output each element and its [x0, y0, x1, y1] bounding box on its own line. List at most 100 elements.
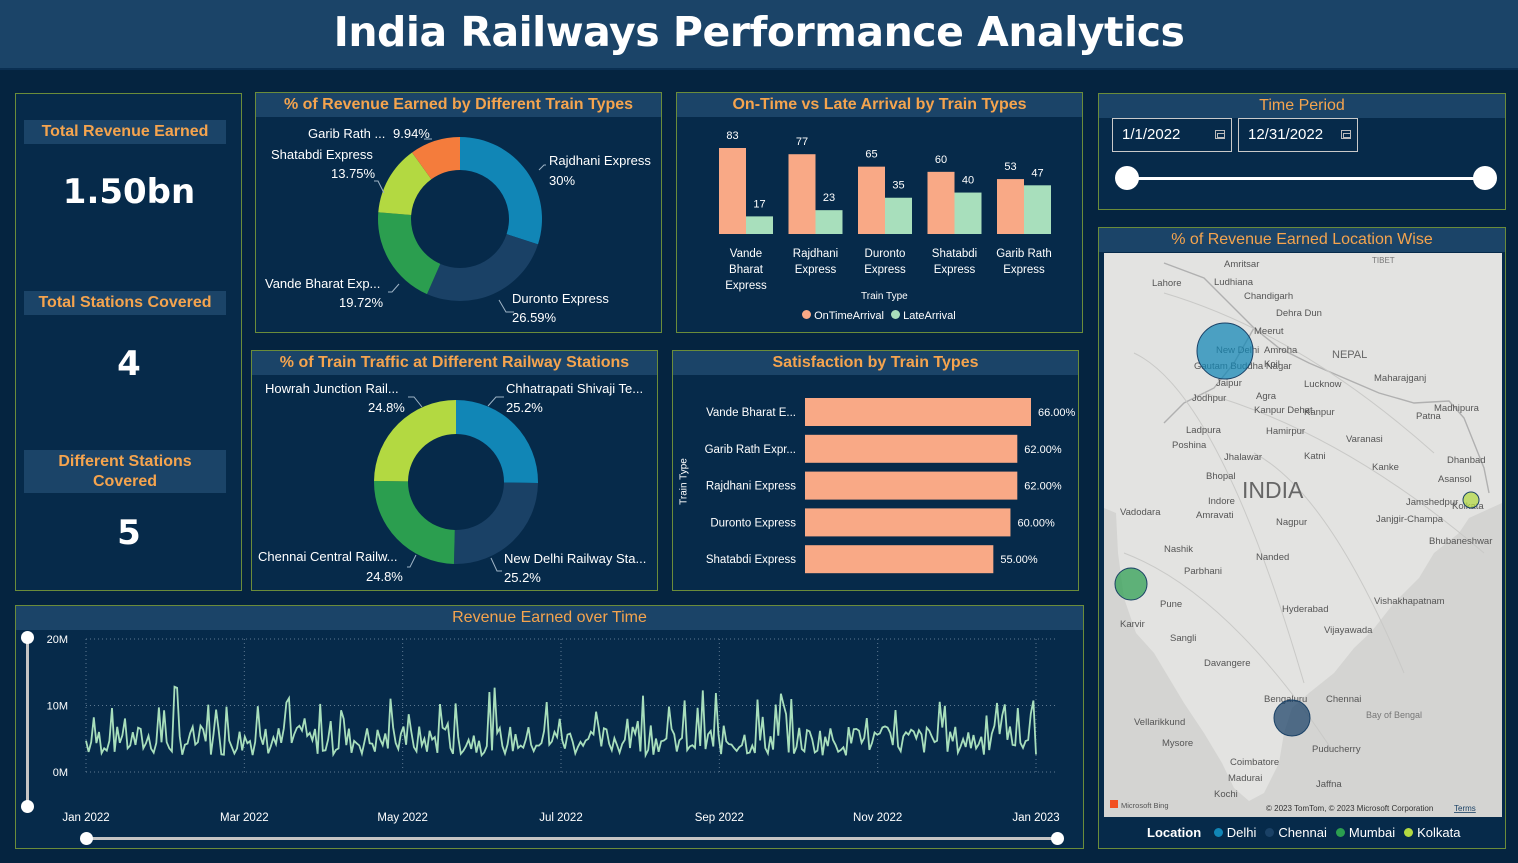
revenue-pie-title: % of Revenue Earned by Different Train T…: [256, 93, 661, 117]
map-city-label: Amravati: [1196, 510, 1233, 521]
map-city-label: Bhopal: [1206, 471, 1236, 482]
traffic-donut-slice-3[interactable]: [374, 400, 456, 482]
end-date-input[interactable]: 12/31/2022: [1238, 118, 1358, 152]
satisfaction-bar-0[interactable]: [805, 398, 1031, 426]
map-city-label: Puducherry: [1312, 744, 1361, 755]
category-label-1: Rajdhani: [793, 248, 838, 260]
map-country-label: INDIA: [1242, 477, 1304, 503]
traffic-donut-slice-0[interactable]: [456, 400, 538, 484]
x-slider-start-handle[interactable]: [80, 832, 93, 845]
bar-late-label-2: 35: [892, 180, 904, 192]
start-date-value: 1/1/2022: [1122, 126, 1181, 143]
bar-late-1[interactable]: [815, 210, 843, 234]
map-city-label: Agra: [1256, 391, 1277, 402]
x-tick-label: May 2022: [377, 812, 428, 824]
calendar-icon[interactable]: [1215, 130, 1225, 139]
satisfaction-bar-4[interactable]: [805, 545, 994, 574]
revenue-line[interactable]: [85, 685, 1037, 759]
y-slider-top-handle[interactable]: [21, 631, 34, 644]
y-range-slider[interactable]: [26, 639, 29, 807]
revenue-donut-slice-2[interactable]: [378, 212, 441, 295]
bar-ontime-0[interactable]: [719, 148, 746, 234]
category-label-0: Bharat: [729, 264, 764, 276]
bar-ontime-3[interactable]: [927, 171, 955, 234]
traffic-donut-slice-2[interactable]: [374, 480, 455, 564]
bar-late-label-0: 17: [753, 198, 765, 210]
revenue-pie-panel: % of Revenue Earned by Different Train T…: [255, 92, 662, 333]
map-city-label: Lahore: [1152, 278, 1182, 289]
category-label-4: Garib Rath: [996, 248, 1052, 260]
map-city-label: Amroha: [1264, 345, 1298, 356]
bar-late-4[interactable]: [1024, 185, 1051, 234]
revenue-time-panel: Revenue Earned over Time 20M 10M 0M Jan 202…: [15, 605, 1084, 849]
legend-dot-mumbai: [1335, 828, 1345, 837]
bar-late-0[interactable]: [746, 216, 773, 234]
bing-logo-icon: [1110, 800, 1118, 808]
map-city-label: Dhanbad: [1447, 455, 1486, 466]
bar-late-3[interactable]: [954, 192, 982, 234]
date-slider-end-handle[interactable]: [1473, 166, 1497, 190]
rev-label-vande-pct: 19.72%: [339, 295, 384, 310]
arrival-x-axis-label: Train Type: [861, 291, 908, 302]
calendar-icon[interactable]: [1341, 130, 1351, 139]
arrival-chart-title: On-Time vs Late Arrival by Train Types: [677, 93, 1082, 117]
map-terms-link[interactable]: Terms: [1454, 804, 1476, 813]
revenue-donut-slice-4[interactable]: [412, 137, 460, 180]
map-bubble-kolkata[interactable]: [1462, 491, 1480, 509]
map-legend: Location Delhi Chennai Mumbai Kolkata: [1147, 825, 1460, 840]
x-slider-end-handle[interactable]: [1051, 832, 1064, 845]
y-slider-bottom-handle[interactable]: [21, 800, 34, 813]
date-range-slider[interactable]: [1127, 177, 1485, 180]
rev-label-duronto-pct: 26.59%: [512, 310, 557, 325]
revenue-donut-slice-0[interactable]: [460, 137, 542, 245]
map-city-label: Hamirpur: [1266, 426, 1305, 437]
bar-ontime-2[interactable]: [858, 166, 885, 234]
traf-label-chhatrapati-pct: 25.2%: [506, 400, 543, 415]
start-date-input[interactable]: 1/1/2022: [1112, 118, 1232, 152]
legend-ontime-dot: [802, 310, 811, 319]
map-city-label: Patna: [1416, 411, 1442, 422]
map-bubble-mumbai[interactable]: [1114, 567, 1148, 601]
revenue-donut-slice-1[interactable]: [427, 234, 538, 301]
map-region-label: Bay of Bengal: [1366, 710, 1422, 720]
india-bubble-map[interactable]: Amritsar Ludhiana Lahore Chandigarh Dehra Du…: [1104, 253, 1502, 817]
map-sea: [1104, 503, 1502, 817]
bar-ontime-label-3: 60: [935, 154, 947, 166]
arrival-legend: OnTimeArrival LateArrival: [802, 310, 956, 322]
map-city-label: Mysore: [1162, 738, 1193, 749]
bar-ontime-1[interactable]: [788, 154, 816, 234]
map-city-label: Nashik: [1164, 544, 1193, 555]
map-region-label: TIBET: [1372, 256, 1395, 265]
map-city-label: Nagpur: [1276, 517, 1307, 528]
map-city-label: Vishakhapatnam: [1374, 596, 1445, 607]
satisfaction-bar-1[interactable]: [805, 434, 1018, 463]
legend-late-label: LateArrival: [903, 310, 956, 322]
category-label-1: Express: [795, 264, 837, 276]
legend-label-delhi: Delhi: [1226, 825, 1257, 840]
traffic-donut-slice-1[interactable]: [453, 482, 538, 564]
arrival-panel: On-Time vs Late Arrival by Train Types 8…: [676, 92, 1083, 333]
map-bubble-chennai[interactable]: [1273, 699, 1311, 737]
leader-line: [487, 396, 504, 407]
map-city-label: Karvir: [1120, 619, 1145, 630]
map-city-label: Parbhani: [1184, 566, 1222, 577]
bar-late-2[interactable]: [885, 197, 912, 234]
bar-late-label-4: 47: [1031, 167, 1043, 179]
legend-dot-kolkata: [1404, 828, 1414, 837]
date-slider-start-handle[interactable]: [1115, 166, 1139, 190]
map-bubble-delhi[interactable]: [1196, 322, 1254, 380]
map-region-label: NEPAL: [1332, 349, 1367, 361]
leader-line: [407, 554, 417, 568]
revenue-donut-slice-3[interactable]: [378, 152, 432, 215]
map-city-label: Madhipura: [1434, 403, 1480, 414]
traf-label-chhatrapati-name: Chhatrapati Shivaji Te...: [506, 381, 644, 396]
bar-ontime-4[interactable]: [997, 179, 1024, 234]
satisfaction-bar-2[interactable]: [805, 471, 1018, 500]
satisfaction-bar-3[interactable]: [805, 508, 1011, 537]
map-city-label: Lucknow: [1304, 379, 1342, 390]
traffic-pie-panel: % of Train Traffic at Different Railway …: [251, 350, 658, 591]
map-city-label: Bhubaneshwar: [1429, 536, 1492, 547]
map-city-label: Kanke: [1372, 462, 1399, 473]
satisfaction-category-4: Shatabdi Express: [706, 554, 796, 566]
x-range-slider[interactable]: [86, 837, 1058, 840]
